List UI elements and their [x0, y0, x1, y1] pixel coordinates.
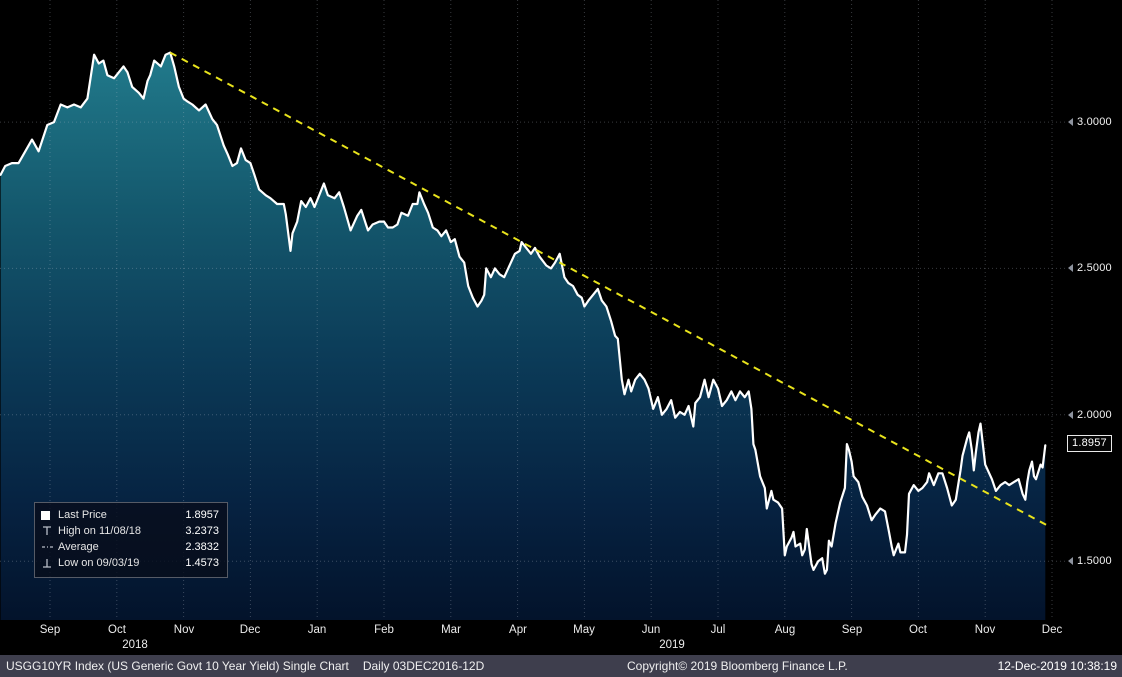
- y-axis-tick-label: 1.5000: [1068, 553, 1112, 569]
- x-axis-month-label: Sep: [39, 624, 61, 636]
- x-axis-month-label: Mar: [441, 624, 461, 636]
- legend-row-last-price: Last Price 1.8957: [41, 507, 219, 523]
- tick-value: 3.0000: [1077, 116, 1112, 128]
- tick-value: 2.0000: [1077, 409, 1112, 421]
- tick-arrow-icon: [1068, 411, 1073, 419]
- x-axis-month-label: Oct: [108, 624, 126, 636]
- legend-value: 2.3832: [185, 541, 219, 553]
- x-axis-month-label: Feb: [374, 624, 394, 636]
- x-axis-year-label: 2019: [659, 639, 685, 651]
- y-axis-tick-label: 3.0000: [1068, 114, 1112, 130]
- tick-value: 1.5000: [1077, 555, 1112, 567]
- price-chart: [0, 0, 1065, 620]
- x-axis-month-label: Dec: [239, 624, 261, 636]
- legend-row-low: Low on 09/03/19 1.4573: [41, 555, 219, 571]
- trend-line[interactable]: [169, 51, 1051, 528]
- tick-arrow-icon: [1068, 264, 1073, 272]
- y-axis-tick-label: 2.5000: [1068, 260, 1112, 276]
- x-axis-month-label: Aug: [774, 624, 796, 636]
- x-axis-years: 2018 2019: [0, 639, 1065, 653]
- instrument-title: USGG10YR Index (US Generic Govt 10 Year …: [6, 659, 349, 673]
- chart-legend[interactable]: Last Price 1.8957 High on 11/08/18 3.237…: [34, 502, 228, 578]
- x-axis-year-label: 2018: [122, 639, 148, 651]
- copyright-text: Copyright© 2019 Bloomberg Finance L.P.: [627, 659, 848, 673]
- x-axis-month-label: Apr: [509, 624, 527, 636]
- chart-plot-area[interactable]: [0, 0, 1065, 620]
- area-fill: [0, 52, 1046, 620]
- high-marker-icon: [41, 525, 58, 537]
- x-axis-month-label: Dec: [1041, 624, 1063, 636]
- x-axis-month-label: Jul: [710, 624, 726, 636]
- y-axis: 3.0000 2.5000 2.0000 1.5000 1.8957: [1065, 0, 1122, 652]
- legend-value: 3.2373: [185, 525, 219, 537]
- legend-row-average: Average 2.3832: [41, 539, 219, 555]
- legend-label: High on 11/08/18: [58, 525, 141, 537]
- y-axis-tick-label: 2.0000: [1068, 407, 1112, 423]
- x-axis-month-label: Jan: [307, 624, 327, 636]
- x-axis-months: Sep Oct Nov Dec Jan Feb Mar Apr May Jun Jul Aug Sep O…: [0, 624, 1065, 638]
- last-price-axis-label: 1.8957: [1067, 435, 1112, 452]
- footer-left: USGG10YR Index (US Generic Govt 10 Year …: [6, 655, 484, 677]
- legend-label: Average: [58, 541, 99, 553]
- chart-period: Daily 03DEC2016-12D: [362, 659, 485, 673]
- tick-arrow-icon: [1068, 118, 1073, 126]
- status-bar: USGG10YR Index (US Generic Govt 10 Year …: [0, 655, 1122, 677]
- x-axis-month-label: Nov: [974, 624, 996, 636]
- x-axis-month-label: Jun: [641, 624, 661, 636]
- x-axis-month-label: Nov: [173, 624, 195, 636]
- x-axis-month-label: Oct: [909, 624, 927, 636]
- tick-value: 2.5000: [1077, 262, 1112, 274]
- legend-label: Low on 09/03/19: [58, 557, 140, 569]
- legend-value: 1.4573: [185, 557, 219, 569]
- tick-arrow-icon: [1068, 557, 1073, 565]
- last-price-swatch-icon: [41, 510, 58, 520]
- x-axis-month-label: May: [573, 624, 595, 636]
- legend-value: 1.8957: [185, 509, 219, 521]
- legend-label: Last Price: [58, 509, 107, 521]
- legend-row-high: High on 11/08/18 3.2373: [41, 523, 219, 539]
- x-axis-month-label: Sep: [841, 624, 863, 636]
- low-marker-icon: [41, 557, 58, 569]
- timestamp: 12-Dec-2019 10:38:19: [997, 659, 1117, 673]
- average-line-icon: [41, 541, 58, 553]
- price-line: [0, 51, 1047, 575]
